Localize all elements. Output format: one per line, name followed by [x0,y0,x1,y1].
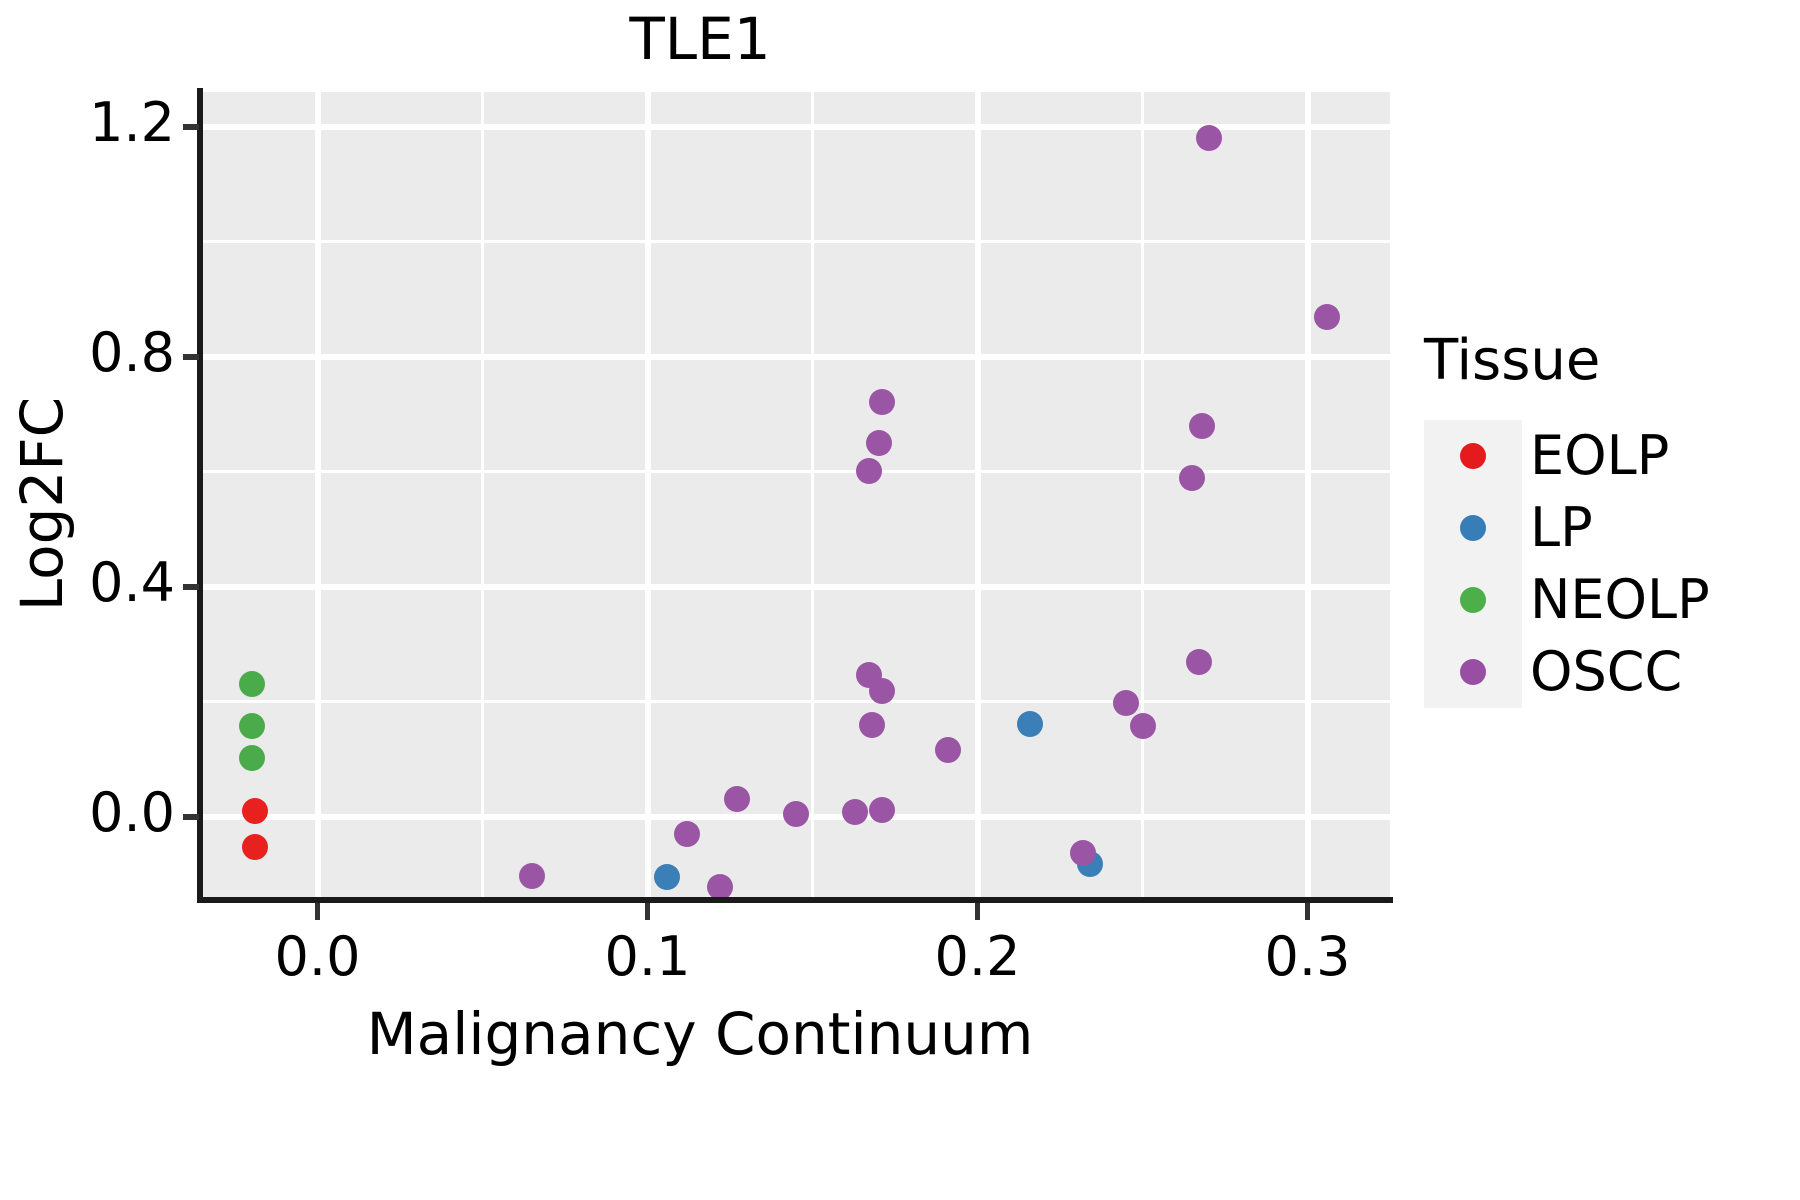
gridline-vertical-major [314,92,321,897]
data-point-oscc [1195,125,1222,151]
y-tick-label: 0.4 [89,550,175,614]
gridline-horizontal-major [202,123,1390,130]
legend-dot-icon [1460,658,1486,685]
y-tick-label: 0.0 [89,780,175,844]
data-point-oscc [783,801,809,828]
x-tick-mark [975,903,980,920]
data-point-oscc [858,712,885,739]
x-tick-label: 0.1 [604,925,691,988]
plot-panel [202,92,1390,897]
x-axis-title: Malignancy Continuum [366,1000,1034,1068]
data-point-oscc [934,737,961,764]
gridline-horizontal-minor [202,470,1390,473]
legend: Tissue EOLP LP NEOLP OSCC [1424,330,1784,708]
legend-title: Tissue [1424,328,1601,393]
y-tick-mark [183,123,199,130]
data-point-eolp [241,833,268,860]
data-point-neolp [238,670,265,697]
legend-swatch [1424,442,1522,469]
gridline-horizontal-minor [202,700,1390,703]
y-tick-mark [183,353,199,360]
legend-item-oscc[interactable]: OSCC [1424,636,1784,708]
gridline-vertical-minor [1141,92,1144,897]
x-tick-label: 0.0 [274,925,361,988]
data-point-oscc [865,429,892,456]
gridline-vertical-major [1304,92,1311,897]
y-axis-line [197,88,203,901]
y-tick-mark [183,583,199,590]
legend-label: LP [1530,495,1593,559]
chart-title: TLE1 [629,5,771,73]
data-point-oscc [707,873,734,897]
data-point-lp [1017,710,1044,737]
data-point-oscc [855,457,882,484]
data-point-oscc [868,388,895,415]
legend-item-eolp[interactable]: EOLP [1424,420,1784,492]
data-point-oscc [1179,465,1205,492]
y-tick-label: 0.8 [89,320,175,384]
legend-keys: EOLP LP NEOLP OSCC [1424,419,1784,708]
data-point-neolp [238,712,265,739]
legend-item-lp[interactable]: LP [1424,492,1784,564]
x-tick-label: 0.3 [1264,925,1351,988]
legend-label: OSCC [1530,639,1683,703]
data-point-lp [654,863,681,890]
data-point-oscc [868,796,895,823]
x-tick-mark [645,903,650,920]
legend-dot-icon [1460,442,1486,469]
data-point-oscc [842,798,869,825]
legend-dot-icon [1460,586,1486,613]
legend-item-neolp[interactable]: NEOLP [1424,564,1784,636]
y-tick-label: 1.2 [89,90,175,154]
legend-swatch [1424,658,1522,685]
gridline-horizontal-major [202,353,1390,360]
legend-label: NEOLP [1530,567,1710,631]
data-point-neolp [238,745,265,772]
x-tick-label: 0.2 [934,925,1021,988]
x-tick-mark [315,903,320,920]
legend-swatch [1424,586,1522,613]
legend-swatch [1424,514,1522,541]
data-point-oscc [1314,304,1341,331]
gridline-vertical-major [644,92,651,897]
y-axis-title: Log2FC [8,396,76,612]
data-point-oscc [1188,413,1215,440]
data-point-oscc [1185,649,1212,676]
gridline-horizontal-major [202,583,1390,590]
legend-dot-icon [1460,514,1486,541]
data-point-eolp [241,797,268,824]
data-point-oscc [723,785,750,812]
gridline-vertical-major [974,92,981,897]
data-point-oscc [1070,840,1097,867]
data-point-oscc [519,862,545,889]
x-axis-line [197,897,1393,903]
data-point-oscc [1129,713,1156,740]
data-point-oscc [868,677,895,704]
legend-label: EOLP [1530,423,1670,487]
x-tick-mark [1305,903,1310,920]
gridline-vertical-minor [481,92,484,897]
gridline-horizontal-minor [202,240,1390,243]
gridline-vertical-minor [811,92,814,897]
data-point-oscc [674,820,701,847]
data-point-oscc [1113,689,1139,716]
y-tick-mark [183,813,199,820]
